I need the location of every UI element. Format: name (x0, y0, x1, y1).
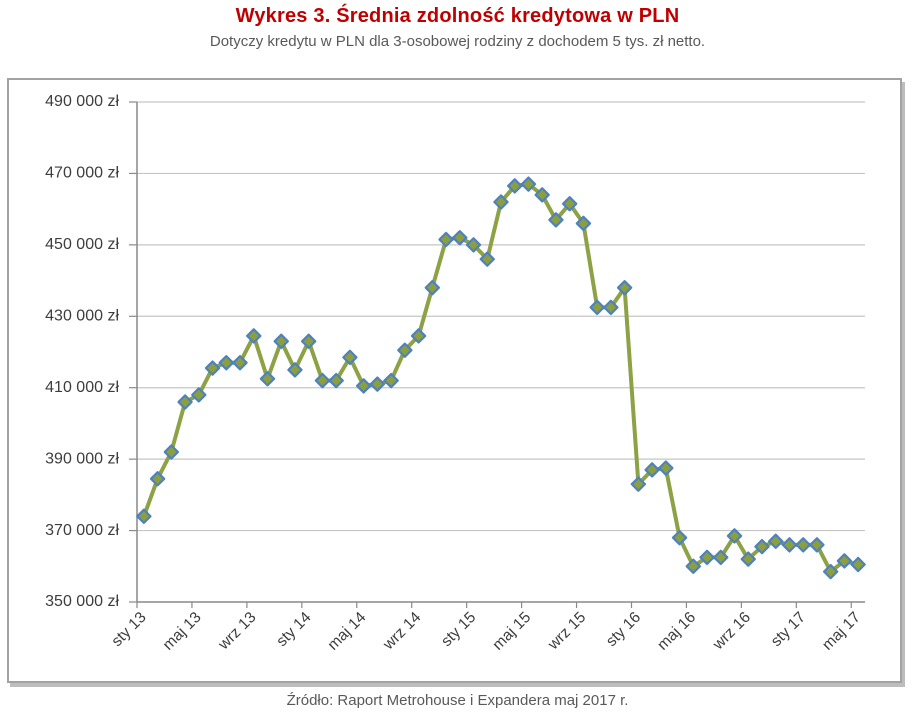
svg-text:350 000 zł: 350 000 zł (45, 593, 119, 610)
axes (129, 101, 865, 608)
data-point (328, 372, 344, 389)
data-point (575, 215, 592, 232)
data-point (603, 299, 619, 316)
data-point (136, 508, 152, 524)
data-point (630, 476, 647, 492)
data-point (507, 178, 523, 194)
svg-text:wrz 14: wrz 14 (379, 609, 424, 654)
svg-text:450 000 zł: 450 000 zł (45, 236, 119, 253)
data-point (397, 342, 413, 358)
svg-text:410 000 zł: 410 000 zł (45, 379, 119, 396)
data-point (644, 462, 660, 478)
data-point (204, 360, 221, 376)
svg-text:wrz 16: wrz 16 (709, 609, 754, 654)
data-point (259, 371, 276, 387)
svg-text:wrz 15: wrz 15 (544, 609, 589, 654)
data-point (273, 333, 289, 349)
data-point (465, 237, 482, 253)
data-point-markers (136, 176, 866, 580)
data-point (754, 538, 770, 555)
svg-text:390 000 zł: 390 000 zł (45, 450, 119, 467)
svg-text:maj 13: maj 13 (160, 609, 205, 654)
svg-text:sty 13: sty 13 (108, 609, 149, 650)
data-point (479, 251, 495, 267)
data-point (768, 533, 784, 549)
data-point (548, 212, 564, 228)
data-point (438, 231, 454, 248)
data-point (383, 372, 399, 389)
data-point (850, 556, 866, 573)
data-point (246, 328, 262, 344)
chart-subtitle: Dotyczy kredytu w PLN dla 3-osobowej rod… (209, 33, 706, 50)
data-point (369, 376, 386, 392)
data-point (699, 549, 715, 566)
data-point (836, 553, 853, 569)
chart-area: 350 000 zł 370 000 zł 390 000 zł 410 000 zł… (7, 78, 902, 683)
data-point (300, 333, 317, 349)
data-point (561, 196, 578, 212)
chart-title: Wykres 3. Średnia zdolność kredytowa w P… (235, 5, 680, 27)
svg-text:maj 14: maj 14 (325, 609, 370, 654)
data-point (713, 549, 729, 566)
data-point (493, 194, 509, 210)
data-point (616, 280, 633, 296)
data-point (149, 471, 166, 487)
data-point (685, 558, 702, 574)
data-point (726, 528, 743, 544)
data-point (232, 355, 248, 371)
data-point (795, 537, 811, 553)
data-point (342, 349, 358, 366)
data-point (314, 372, 331, 389)
svg-text:maj 17: maj 17 (819, 609, 864, 654)
data-point (452, 230, 468, 246)
x-axis-labels: sty 13 maj 13 wrz 13 sty 14 maj 14 wrz 14 sty … (108, 609, 864, 654)
svg-text:sty 17: sty 17 (768, 609, 809, 650)
svg-text:sty 15: sty 15 (438, 609, 479, 650)
source-caption: Źródło: Raport Metrohouse i Expandera ma… (286, 692, 629, 709)
y-axis-labels: 350 000 zł 370 000 zł 390 000 zł 410 000 zł… (45, 93, 119, 610)
svg-text:470 000 zł: 470 000 zł (45, 165, 119, 182)
data-point (589, 299, 605, 316)
svg-text:430 000 zł: 430 000 zł (45, 308, 119, 325)
data-point (520, 176, 537, 192)
data-point (740, 551, 756, 567)
data-point (163, 444, 180, 460)
data-point (658, 460, 674, 476)
svg-text:490 000 zł: 490 000 zł (45, 93, 119, 110)
data-point (671, 530, 688, 546)
gridlines (137, 101, 865, 532)
data-point (424, 280, 441, 296)
data-point (355, 378, 372, 394)
data-point (809, 537, 825, 553)
data-point (191, 387, 207, 403)
svg-text:maj 15: maj 15 (489, 609, 534, 654)
data-point (781, 537, 798, 553)
data-point (822, 563, 839, 580)
series-line (141, 182, 861, 574)
svg-text:sty 14: sty 14 (273, 609, 315, 651)
svg-text:370 000 zł: 370 000 zł (45, 522, 119, 539)
svg-text:wrz 13: wrz 13 (215, 609, 260, 654)
data-point (410, 328, 427, 344)
data-point (534, 187, 550, 203)
svg-text:maj 16: maj 16 (654, 609, 699, 654)
credit-capacity-line-chart: 350 000 zł 370 000 zł 390 000 zł 410 000 zł… (45, 93, 866, 654)
data-point (177, 394, 193, 410)
svg-text:sty 16: sty 16 (603, 609, 644, 650)
data-point (287, 362, 303, 378)
data-point (218, 355, 234, 371)
